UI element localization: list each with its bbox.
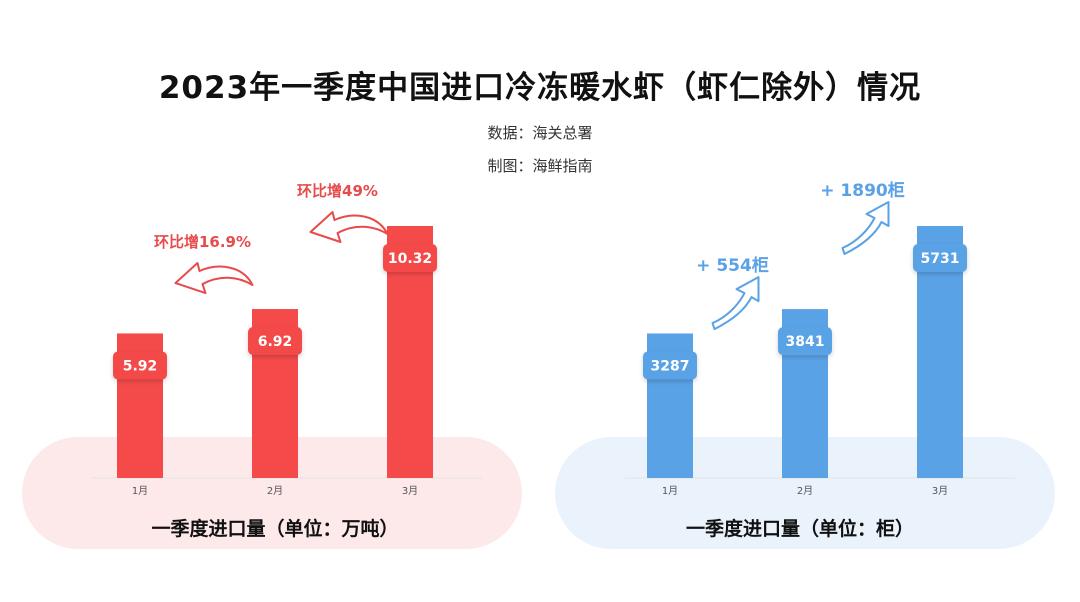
annotation-arrow-1-0 [711, 276, 760, 331]
value-label-box-1-1 [778, 327, 832, 356]
source-note: 数据：海关总署 [487, 124, 593, 142]
value-label-0-0: 5.92 [123, 358, 158, 374]
annotation-1-0: + 554柜 [696, 255, 769, 276]
left-chart-caption: 一季度进口量（单位：万吨） [151, 518, 399, 540]
value-label-1-1: 3841 [786, 334, 825, 350]
page-title: 2023年一季度中国进口冷冻暖水虾（虾仁除外）情况 [158, 70, 922, 106]
value-label-box-1-0 [643, 351, 697, 380]
annotation-0-1: 环比增49% [297, 182, 378, 200]
category-label-0-2: 3月 [402, 485, 418, 497]
category-label-1-0: 1月 [662, 485, 678, 497]
value-label-box-0-2 [383, 244, 437, 272]
maker-note: 制图：海鲜指南 [487, 157, 593, 175]
value-label-box-0-0 [113, 351, 167, 380]
annotation-arrow-0-1 [309, 211, 389, 243]
category-label-1-2: 3月 [932, 485, 948, 497]
category-label-0-1: 2月 [267, 485, 283, 497]
value-label-1-2: 5731 [921, 251, 960, 267]
category-label-0-0: 1月 [132, 485, 148, 497]
annotation-arrow-1-1 [841, 201, 890, 255]
annotation-arrow-0-0 [174, 262, 254, 295]
annotation-0-0: 环比增16.9% [154, 233, 251, 251]
value-label-box-0-1 [248, 327, 302, 356]
category-label-1-1: 2月 [797, 485, 813, 497]
value-label-box-1-2 [913, 244, 967, 272]
value-label-0-1: 6.92 [258, 334, 293, 350]
value-label-1-0: 3287 [651, 358, 690, 374]
value-label-0-2: 10.32 [388, 251, 432, 267]
annotation-1-1: + 1890柜 [820, 180, 904, 201]
right-chart-caption: 一季度进口量（单位：柜） [685, 518, 914, 540]
